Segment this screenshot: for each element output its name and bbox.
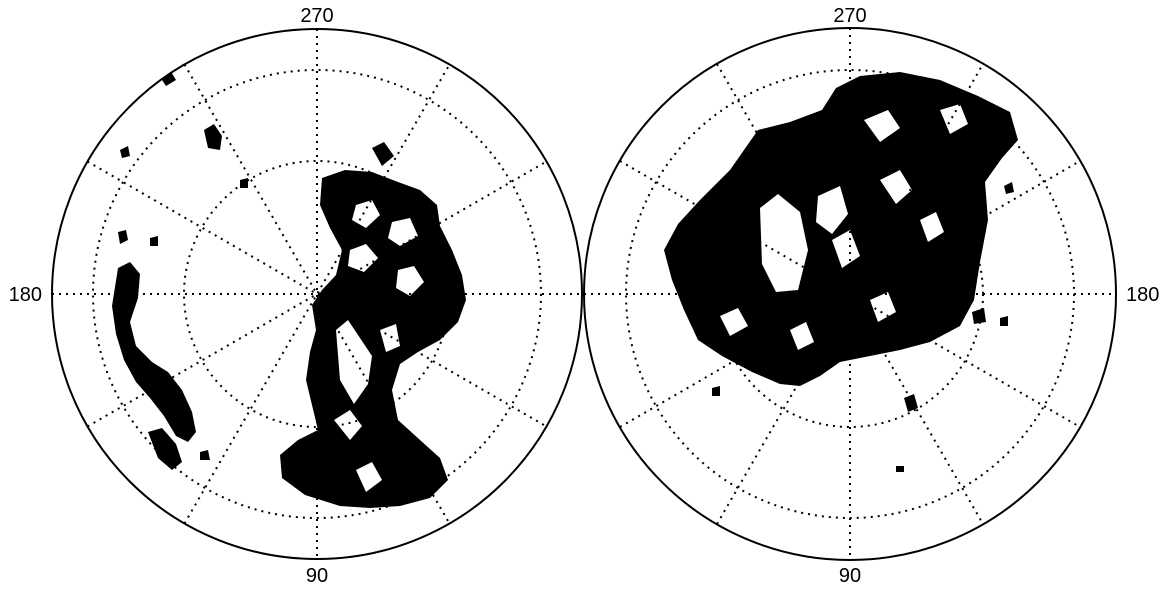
fill-region xyxy=(972,308,986,324)
fill-region xyxy=(664,72,1018,386)
fill-region xyxy=(904,394,918,412)
right-map-grid xyxy=(584,28,1116,560)
left-map-top-label: 270 xyxy=(300,5,333,27)
fill-gap xyxy=(940,104,968,134)
fill-region xyxy=(896,466,904,472)
fill-region xyxy=(372,142,394,166)
fill-region xyxy=(118,230,128,244)
fill-gap xyxy=(352,200,380,228)
fill-region xyxy=(120,146,130,158)
fill-gap xyxy=(336,320,372,404)
fill-gap xyxy=(334,410,362,440)
fill-gap xyxy=(380,324,400,352)
right-map-fill-regions xyxy=(664,72,1018,472)
fill-region xyxy=(112,262,196,442)
fill-gap xyxy=(864,110,900,142)
right-map-side-label: 180 xyxy=(1126,284,1159,306)
right-map-bottom-label: 90 xyxy=(839,565,861,587)
fill-gap xyxy=(790,322,814,350)
left-map-boundary xyxy=(51,28,583,560)
fill-gap xyxy=(920,212,944,242)
fill-region xyxy=(200,450,210,460)
right-map-boundary xyxy=(583,27,1117,561)
left-map-side-label: 180 xyxy=(9,284,42,306)
left-polar-map: 270 90 180 xyxy=(9,5,583,587)
fill-region xyxy=(1000,316,1008,326)
fill-region xyxy=(712,386,720,396)
left-map-fill-regions xyxy=(112,70,466,508)
fill-region xyxy=(150,236,158,246)
right-map-top-label: 270 xyxy=(833,5,866,27)
fill-gap xyxy=(348,244,378,272)
right-polar-map: 270 90 180 xyxy=(583,5,1159,587)
fill-gap xyxy=(760,194,808,292)
fill-gap xyxy=(816,186,848,234)
fill-region xyxy=(1004,182,1014,194)
fill-region xyxy=(280,170,466,508)
fill-gap xyxy=(832,230,860,268)
left-map-grid xyxy=(52,29,582,559)
fill-region xyxy=(240,178,248,188)
fill-gap xyxy=(388,218,418,246)
fill-region xyxy=(148,428,182,470)
fill-gap xyxy=(880,170,912,204)
fill-region xyxy=(204,124,222,150)
fill-gap xyxy=(356,462,382,492)
fill-gap xyxy=(720,308,748,336)
left-map-bottom-label: 90 xyxy=(306,565,328,587)
fill-gap xyxy=(870,292,896,322)
fill-gap xyxy=(396,266,424,296)
